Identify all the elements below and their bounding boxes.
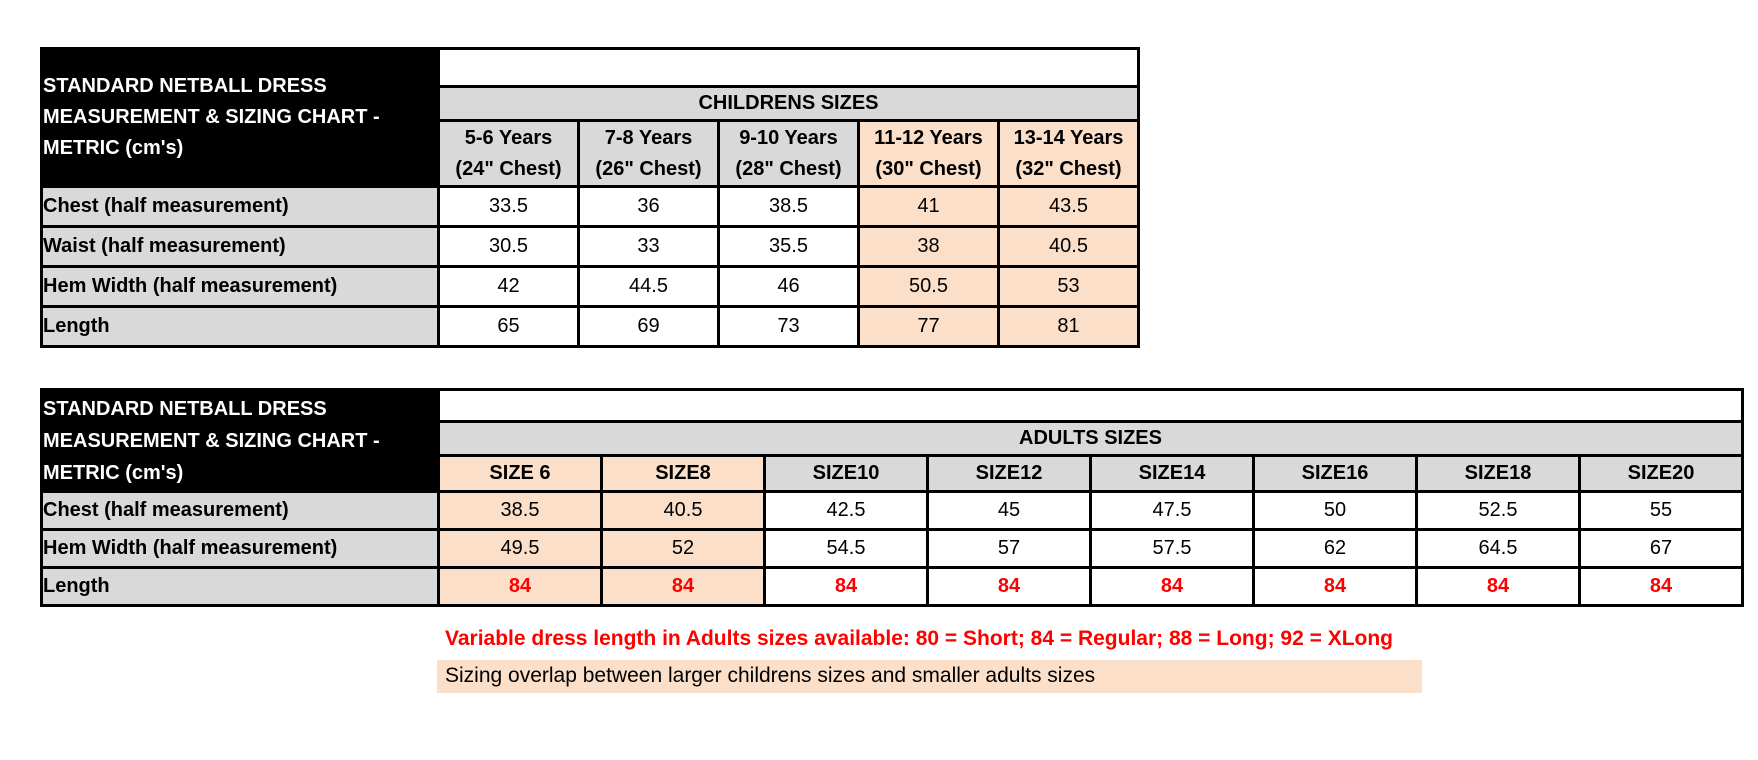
row-label: Chest (half measurement): [40, 490, 440, 531]
table-cell: 44.5: [577, 265, 720, 308]
table-gap: [40, 348, 1758, 388]
column-header-size6: SIZE 6: [437, 454, 603, 493]
table-cell: 84: [1415, 566, 1581, 607]
column-header-line1: 13-14 Years: [1013, 126, 1124, 149]
table-cell: 40.5: [997, 225, 1140, 268]
table-cell: 50: [1252, 490, 1418, 531]
column-header-line1: 5-6 Years: [464, 126, 553, 149]
table-cell: 81: [997, 305, 1140, 348]
column-header-size10: SIZE10: [763, 454, 929, 493]
sizing-overlap-note: Sizing overlap between larger childrens …: [437, 660, 1422, 693]
row-label: Waist (half measurement): [40, 225, 440, 268]
column-header-11-12-years: 11-12 Years (30" Chest): [857, 119, 1000, 188]
table-row-waist: Waist (half measurement) 30.5 33 35.5 38…: [40, 225, 1140, 268]
adults-table-title: STANDARD NETBALL DRESS MEASUREMENT & SIZ…: [40, 388, 440, 493]
table-cell: 64.5: [1415, 528, 1581, 569]
column-header-size20: SIZE20: [1578, 454, 1744, 493]
table-row-length: Length 65 69 73 77 81: [40, 305, 1140, 348]
childrens-sizes-table: STANDARD NETBALL DRESS MEASUREMENT & SIZ…: [40, 47, 1140, 348]
table-cell: 50.5: [857, 265, 1000, 308]
notes-section: Variable dress length in Adults sizes av…: [437, 627, 1758, 693]
column-header-size18: SIZE18: [1415, 454, 1581, 493]
spacer-cell: [437, 47, 1140, 88]
table-cell: 46: [717, 265, 860, 308]
table-cell: 38.5: [717, 185, 860, 228]
table-cell: 52.5: [1415, 490, 1581, 531]
table-cell: 38.5: [437, 490, 603, 531]
table-cell: 38: [857, 225, 1000, 268]
row-label: Hem Width (half measurement): [40, 528, 440, 569]
table-cell: 42.5: [763, 490, 929, 531]
children-table-title: STANDARD NETBALL DRESS MEASUREMENT & SIZ…: [40, 47, 440, 188]
column-header-line1: 7-8 Years: [604, 126, 693, 149]
table-cell: 45: [926, 490, 1092, 531]
column-header-5-6-years: 5-6 Years (24" Chest): [437, 119, 580, 188]
table-cell: 84: [600, 566, 766, 607]
column-header-9-10-years: 9-10 Years (28" Chest): [717, 119, 860, 188]
column-header-size12: SIZE12: [926, 454, 1092, 493]
table-cell: 47.5: [1089, 490, 1255, 531]
table-cell: 84: [1578, 566, 1744, 607]
column-header-line1: 9-10 Years: [739, 126, 838, 149]
column-header-size8: SIZE8: [600, 454, 766, 493]
table-cell: 55: [1578, 490, 1744, 531]
column-header-line2: (32" Chest): [1015, 157, 1122, 180]
table-cell: 84: [1089, 566, 1255, 607]
column-header-line2: (28" Chest): [735, 157, 842, 180]
row-label: Hem Width (half measurement): [40, 265, 440, 308]
row-label: Chest (half measurement): [40, 185, 440, 228]
table-cell: 42: [437, 265, 580, 308]
table-cell: 53: [997, 265, 1140, 308]
column-header-7-8-years: 7-8 Years (26" Chest): [577, 119, 720, 188]
column-header-line2: (24" Chest): [455, 157, 562, 180]
table-cell: 43.5: [997, 185, 1140, 228]
column-header-line2: (26" Chest): [595, 157, 702, 180]
column-header-size14: SIZE14: [1089, 454, 1255, 493]
adults-sizes-table: STANDARD NETBALL DRESS MEASUREMENT & SIZ…: [40, 388, 1744, 607]
table-cell: 84: [926, 566, 1092, 607]
table-cell: 57.5: [1089, 528, 1255, 569]
table-cell: 52: [600, 528, 766, 569]
adults-banner: ADULTS SIZES: [437, 420, 1744, 457]
table-row-chest: Chest (half measurement) 33.5 36 38.5 41…: [40, 185, 1140, 228]
table-cell: 35.5: [717, 225, 860, 268]
table-cell: 77: [857, 305, 1000, 348]
table-cell: 65: [437, 305, 580, 348]
table-cell: 84: [763, 566, 929, 607]
table-row-hem-width: Hem Width (half measurement) 49.5 52 54.…: [40, 528, 1744, 569]
table-cell: 62: [1252, 528, 1418, 569]
table-cell: 73: [717, 305, 860, 348]
table-cell: 49.5: [437, 528, 603, 569]
table-row-length: Length 84 84 84 84 84 84 84 84: [40, 566, 1744, 607]
variable-length-note: Variable dress length in Adults sizes av…: [445, 627, 1394, 650]
column-header-13-14-years: 13-14 Years (32" Chest): [997, 119, 1140, 188]
children-banner: CHILDRENS SIZES: [437, 85, 1140, 122]
column-header-line1: 11-12 Years: [874, 126, 983, 149]
sizing-chart-page: STANDARD NETBALL DRESS MEASUREMENT & SIZ…: [40, 47, 1758, 693]
table-cell: 84: [1252, 566, 1418, 607]
table-cell: 84: [437, 566, 603, 607]
table-cell: 30.5: [437, 225, 580, 268]
table-cell: 36: [577, 185, 720, 228]
table-row-hem-width: Hem Width (half measurement) 42 44.5 46 …: [40, 265, 1140, 308]
spacer-cell: [437, 388, 1744, 423]
row-label: Length: [40, 566, 440, 607]
table-cell: 33.5: [437, 185, 580, 228]
table-cell: 57: [926, 528, 1092, 569]
table-cell: 40.5: [600, 490, 766, 531]
table-cell: 54.5: [763, 528, 929, 569]
table-cell: 41: [857, 185, 1000, 228]
table-cell: 67: [1578, 528, 1744, 569]
table-row-chest: Chest (half measurement) 38.5 40.5 42.5 …: [40, 490, 1744, 531]
table-cell: 33: [577, 225, 720, 268]
column-header-size16: SIZE16: [1252, 454, 1418, 493]
row-label: Length: [40, 305, 440, 348]
table-cell: 69: [577, 305, 720, 348]
column-header-line2: (30" Chest): [875, 157, 982, 180]
